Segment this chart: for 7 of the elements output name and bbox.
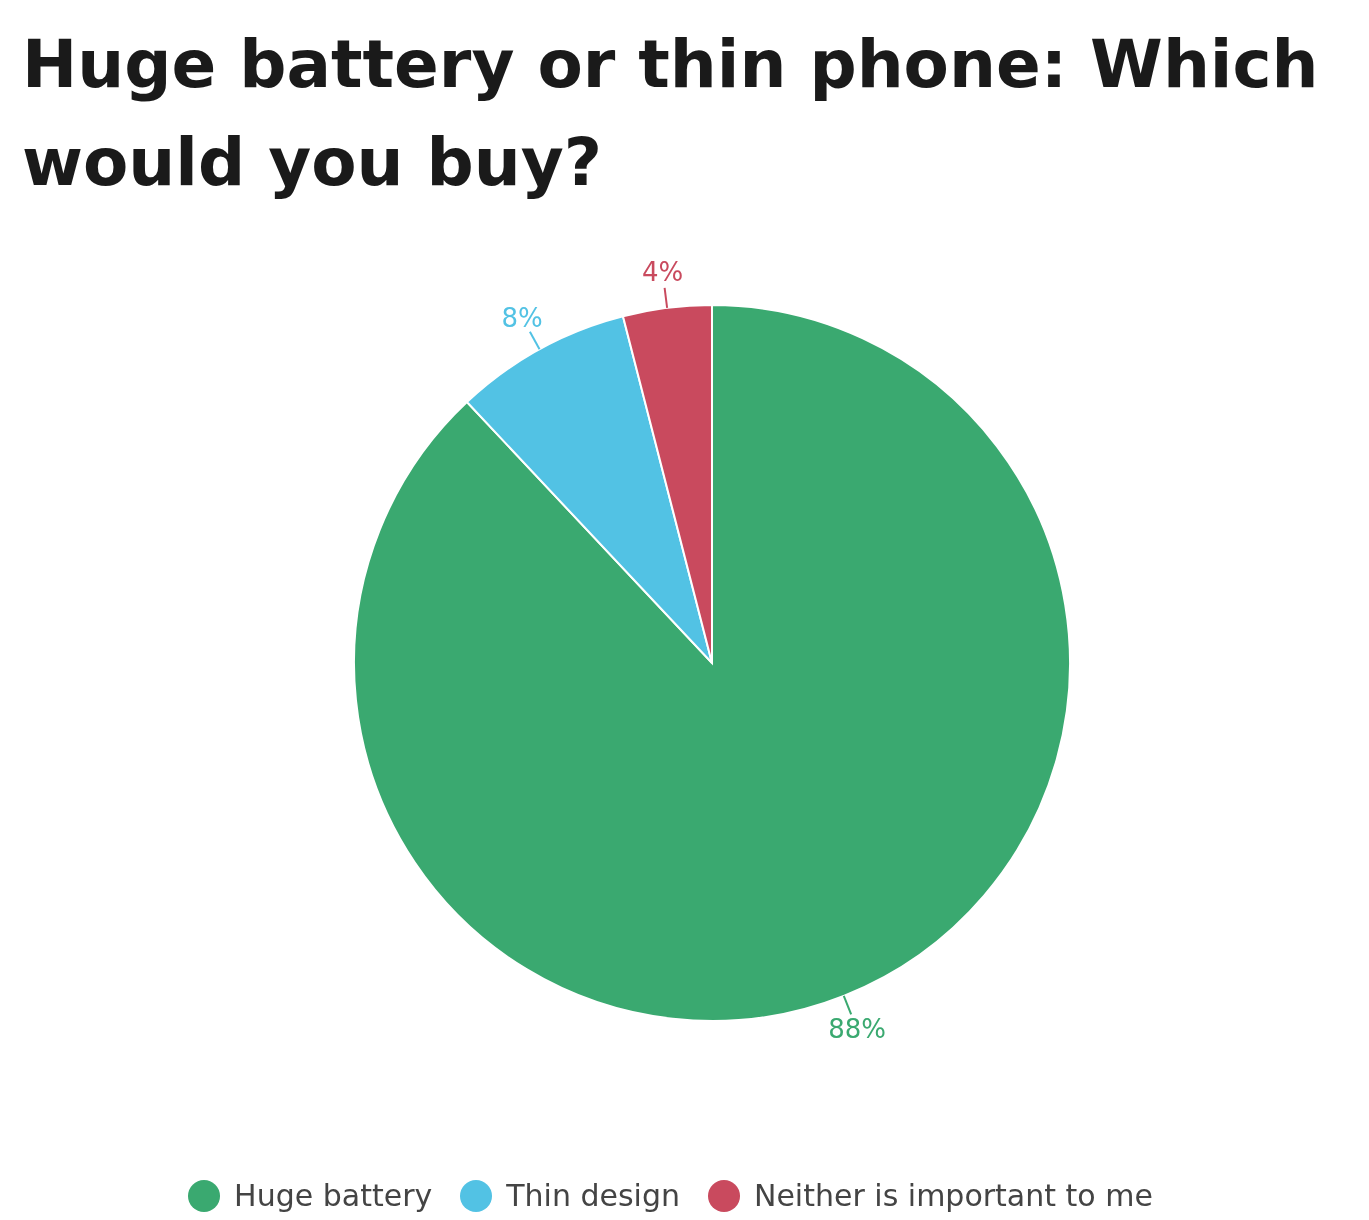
legend-label: Neither is important to me [753, 1178, 1153, 1213]
legend-label: Huge battery [234, 1178, 433, 1213]
data-label: 4% [641, 257, 684, 288]
chart-title: Huge battery or thin phone: Which would you buy? [21, 25, 1320, 203]
data-label: 88% [828, 1014, 886, 1045]
data-label: 8% [501, 302, 543, 333]
legend-label: Thin design [506, 1178, 680, 1213]
